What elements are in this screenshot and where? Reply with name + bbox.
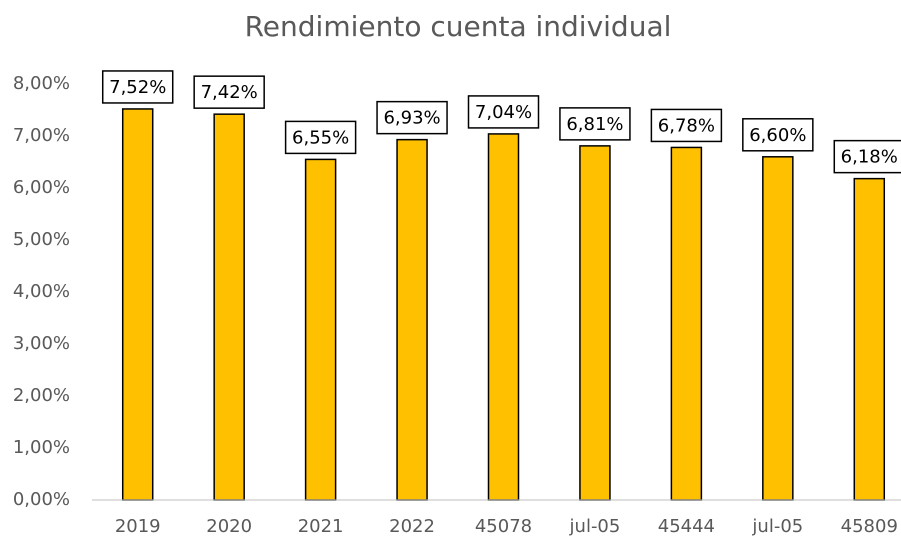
y-tick-label: 7,00% [13, 125, 70, 146]
y-tick-label: 2,00% [13, 385, 70, 406]
bar [213, 113, 245, 501]
value-label: 6,60% [749, 125, 806, 146]
bar [304, 158, 337, 501]
bar [487, 133, 520, 501]
y-tick-label: 8,00% [13, 73, 70, 94]
value-label: 7,42% [201, 82, 258, 103]
value-label: 6,81% [566, 114, 623, 135]
x-tick-label: jul-05 [751, 516, 803, 537]
x-tick-label: 2019 [115, 516, 161, 537]
bar [579, 145, 611, 501]
value-label: 6,55% [292, 127, 349, 148]
x-tick-label: 45809 [841, 516, 898, 537]
value-label: 7,52% [109, 77, 166, 98]
label-box [650, 108, 723, 143]
y-tick-label: 6,00% [13, 177, 70, 198]
bar [670, 146, 703, 501]
x-tick-label: 2022 [389, 516, 435, 537]
y-tick-label: 1,00% [13, 437, 70, 458]
label-box [376, 100, 448, 135]
label-box [742, 118, 814, 152]
bar [396, 138, 428, 501]
bar [853, 177, 886, 501]
label-box [284, 120, 357, 155]
bar [762, 156, 794, 501]
x-tick-label: 2020 [206, 516, 252, 537]
label-box [833, 139, 901, 174]
x-tick-label: 45078 [475, 516, 532, 537]
y-tick-label: 4,00% [13, 281, 70, 302]
label-box [101, 70, 174, 104]
y-tick-label: 3,00% [13, 333, 70, 354]
value-label: 7,04% [475, 102, 532, 123]
value-label: 6,78% [658, 115, 715, 136]
label-box [559, 107, 631, 141]
value-label: 6,18% [841, 147, 898, 168]
chart-title: Rendimiento cuenta individual [245, 10, 672, 43]
label-box [193, 75, 265, 109]
x-tick-label: 2021 [298, 516, 344, 537]
x-tick-label: jul-05 [569, 516, 621, 537]
y-tick-label: 5,00% [13, 229, 70, 250]
value-label: 6,93% [383, 108, 440, 129]
bar [121, 108, 154, 501]
label-box [467, 95, 540, 129]
x-tick-label: 45444 [658, 516, 715, 537]
y-tick-label: 0,00% [13, 489, 70, 510]
